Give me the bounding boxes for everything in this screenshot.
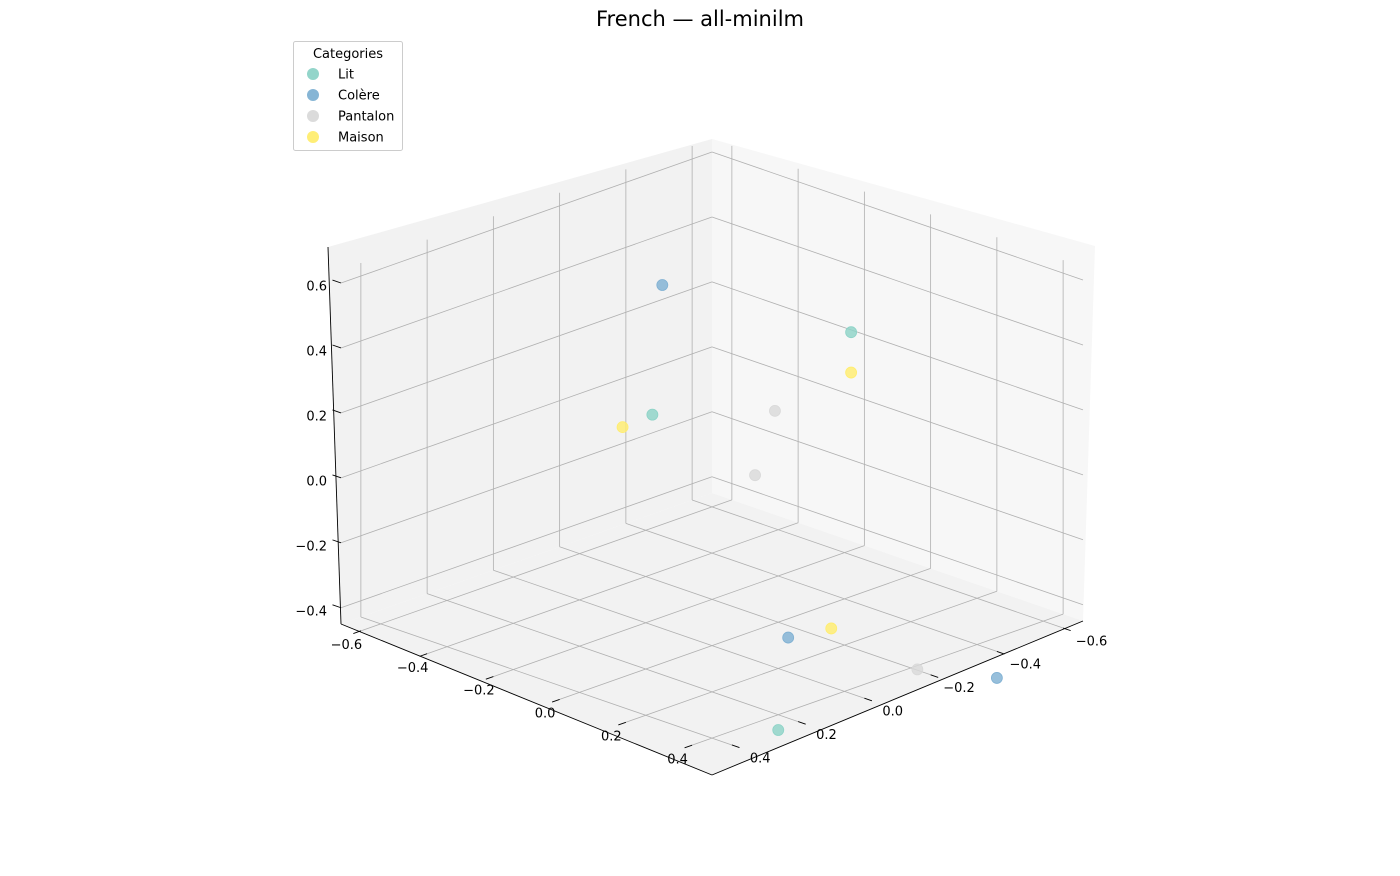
z-tick-label: 0.4	[306, 344, 327, 359]
x-tick-mark	[1062, 627, 1071, 632]
x-tick-mark	[864, 697, 873, 702]
data-point-maison	[616, 421, 629, 434]
z-tick-label: 0.2	[306, 409, 327, 424]
y-tick-mark	[684, 744, 693, 749]
x-tick-label: −0.6	[1076, 634, 1108, 649]
grid-line-z-xwall	[340, 151, 713, 284]
grid-line-y-floor	[493, 545, 865, 677]
grid-line-x-floor	[625, 523, 998, 652]
x-tick-mark	[731, 744, 740, 749]
z-tick-mark	[332, 539, 342, 544]
data-point-pantalon	[749, 469, 761, 482]
grid-line-z-xwall	[340, 346, 713, 479]
grid-line-x-floor	[426, 593, 799, 722]
legend-label-pantalon: Pantalon	[338, 110, 394, 125]
grid-line-y-floor	[360, 499, 733, 632]
z-tick-label: −0.4	[295, 604, 327, 619]
z-tick-mark	[332, 279, 342, 284]
z-axis-line	[327, 246, 342, 625]
grid-line-x-floor	[559, 546, 931, 676]
x-tick-label: 0.4	[750, 751, 771, 766]
legend: Categories Lit Colère Pantalon Maison	[293, 41, 403, 151]
x-tick-label: 0.2	[816, 728, 837, 743]
z-tick-mark	[332, 344, 342, 349]
grid-line-x-floor	[493, 569, 865, 699]
x-tick-label: −0.4	[1009, 658, 1041, 673]
grid-line-y-floor	[625, 590, 998, 723]
grid-line-z-xwall	[340, 281, 713, 414]
x-tick-mark	[930, 674, 939, 678]
grid-line-x-floor	[691, 499, 1064, 629]
chart-title: French — all-minilm	[596, 7, 804, 31]
y-axis-line	[711, 620, 1084, 776]
pane-floor	[341, 493, 1083, 775]
data-point-lit	[646, 408, 659, 421]
y-tick-label: 0.0	[535, 707, 556, 722]
x-tick-label: −0.2	[943, 681, 975, 696]
grid-line-z-ywall	[711, 151, 1084, 281]
x-tick-label: 0.0	[882, 704, 903, 719]
y-tick-label: −0.2	[463, 684, 495, 699]
y-tick-mark	[353, 630, 362, 634]
legend-label-lit: Lit	[338, 68, 354, 83]
legend-label-maison: Maison	[338, 131, 384, 146]
grid-line-z-xwall	[340, 216, 713, 349]
data-point-colère	[656, 279, 669, 291]
legend-items: Lit Colère Pantalon Maison	[307, 68, 394, 146]
x-axis-line	[340, 623, 713, 776]
grid-line-z-ywall	[711, 346, 1084, 476]
axis-lines	[327, 246, 1084, 776]
y-tick-label: 0.4	[667, 752, 688, 767]
z-tick-mark	[332, 474, 342, 479]
legend-marker-colère	[307, 89, 319, 101]
grid-line-z-xwall	[340, 411, 713, 544]
pane-x-side	[328, 139, 712, 624]
grid-line-y-floor	[559, 568, 931, 700]
grid-line-x-floor	[360, 616, 733, 746]
grid-line-z-ywall	[711, 216, 1084, 346]
data-point-lit	[772, 724, 785, 736]
legend-label-colère: Colère	[338, 89, 380, 104]
grid-line-y-floor	[426, 522, 799, 655]
y-tick-mark	[419, 653, 428, 657]
y-tick-label: −0.6	[331, 638, 363, 653]
y-tick-label: −0.4	[397, 661, 429, 676]
x-tick-mark	[996, 650, 1005, 655]
y-tick-mark	[485, 676, 494, 680]
grid-lines	[340, 145, 1084, 746]
data-point-lit	[845, 326, 858, 339]
data-point-maison	[845, 366, 858, 379]
z-tick-label: −0.2	[295, 539, 327, 554]
x-tick-mark	[797, 721, 806, 725]
data-point-pantalon	[911, 663, 924, 676]
data-point-maison	[825, 622, 838, 635]
data-points	[616, 279, 1003, 736]
legend-marker-maison	[307, 131, 319, 143]
z-tick-mark	[332, 409, 342, 414]
z-tick-label: 0.6	[306, 279, 327, 294]
z-tick-mark	[332, 604, 342, 609]
legend-frame	[293, 41, 403, 151]
legend-marker-lit	[307, 68, 319, 80]
z-tick-label: 0.0	[306, 474, 327, 489]
grid-line-z-ywall	[711, 281, 1084, 411]
legend-marker-pantalon	[307, 110, 319, 122]
pane-y-side	[712, 139, 1095, 621]
y-tick-mark	[618, 721, 627, 726]
y-tick-label: 0.2	[601, 729, 622, 744]
axis-panes	[328, 139, 1095, 775]
grid-line-y-floor	[691, 613, 1064, 746]
data-point-pantalon	[769, 404, 781, 417]
y-tick-mark	[551, 699, 560, 703]
data-point-colère	[990, 672, 1003, 684]
grid-line-z-ywall	[711, 411, 1084, 541]
grid-line-z-ywall	[711, 476, 1084, 606]
tick-labels: −0.6 −0.4 −0.2 0.0 0.2 0.4 −0.6 −0.4 −0.2 0.0 0.2 0…	[295, 279, 1107, 767]
data-point-colère	[782, 631, 795, 644]
grid-line-z-xwall	[340, 476, 713, 609]
legend-title: Categories	[313, 47, 383, 62]
